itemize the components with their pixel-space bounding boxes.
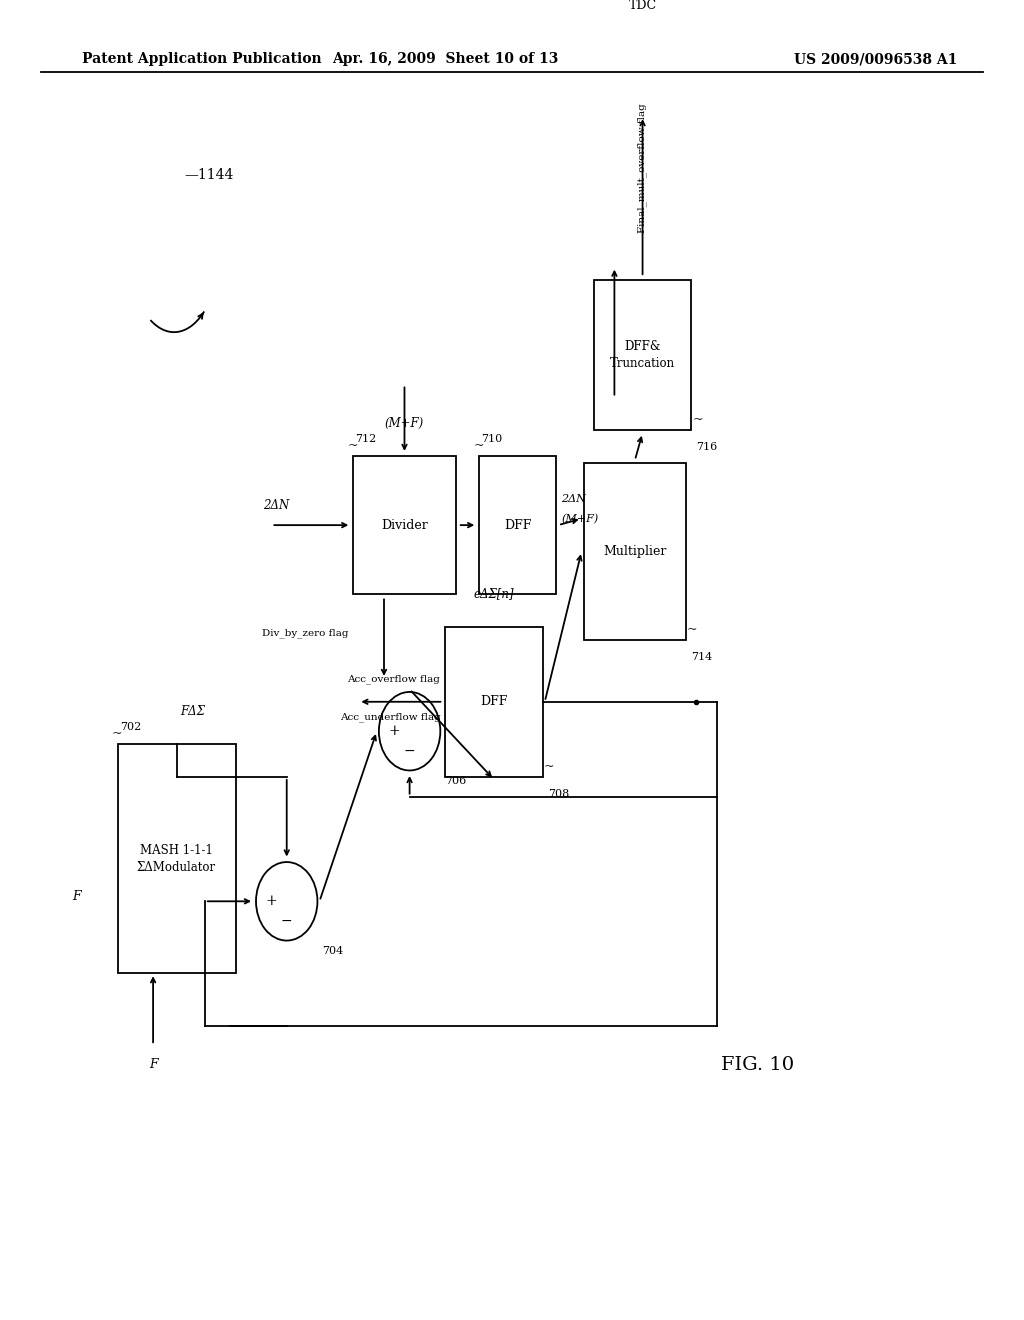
Text: DFF: DFF	[504, 519, 531, 532]
Text: (M+F): (M+F)	[561, 513, 598, 524]
Text: Final_mult_overflow flag: Final_mult_overflow flag	[638, 104, 647, 234]
Text: ~: ~	[687, 623, 697, 636]
Bar	[594, 280, 691, 430]
Text: 714: 714	[691, 652, 713, 661]
Text: 704: 704	[323, 946, 344, 956]
Text: +: +	[388, 725, 400, 738]
Text: FIG. 10: FIG. 10	[721, 1056, 795, 1074]
Text: ~: ~	[474, 440, 484, 453]
Text: TDC: TDC	[629, 0, 656, 12]
Text: 2ΔN: 2ΔN	[263, 499, 290, 512]
Text: +: +	[265, 895, 278, 908]
Text: 710: 710	[481, 434, 503, 445]
Text: 702: 702	[120, 722, 141, 733]
Bar	[445, 627, 543, 777]
Text: F: F	[148, 1059, 158, 1072]
Text: ~: ~	[347, 440, 357, 453]
Bar	[584, 463, 686, 640]
Text: Apr. 16, 2009  Sheet 10 of 13: Apr. 16, 2009 Sheet 10 of 13	[332, 53, 559, 66]
Text: US 2009/0096538 A1: US 2009/0096538 A1	[794, 53, 957, 66]
Text: FΔΣ: FΔΣ	[180, 705, 205, 718]
Text: Div_by_zero flag: Div_by_zero flag	[262, 628, 348, 638]
Bar	[479, 457, 556, 594]
Text: −: −	[281, 913, 293, 928]
Text: MASH 1-1-1
ΣΔModulator: MASH 1-1-1 ΣΔModulator	[137, 843, 216, 874]
Circle shape	[256, 862, 317, 941]
Text: 708: 708	[548, 789, 569, 799]
Text: ~: ~	[544, 760, 554, 774]
Text: 712: 712	[355, 434, 377, 445]
Text: eΔΣ[n]: eΔΣ[n]	[474, 587, 514, 601]
Text: ~: ~	[112, 727, 122, 741]
Text: ~: ~	[692, 413, 702, 426]
Text: (M+F): (M+F)	[385, 417, 424, 430]
Text: F: F	[73, 890, 81, 903]
Bar	[118, 744, 236, 973]
Text: Acc_overflow flag: Acc_overflow flag	[347, 675, 440, 684]
Text: 716: 716	[696, 442, 718, 453]
Text: Acc_underflow flag: Acc_underflow flag	[340, 711, 440, 722]
Text: DFF&
Truncation: DFF& Truncation	[610, 341, 675, 370]
Text: Divider: Divider	[381, 519, 428, 532]
Text: −: −	[403, 744, 416, 758]
Bar	[353, 457, 456, 594]
Text: 706: 706	[445, 776, 467, 785]
Text: DFF: DFF	[480, 696, 508, 709]
Text: Patent Application Publication: Patent Application Publication	[82, 53, 322, 66]
Circle shape	[379, 692, 440, 771]
Text: 2ΔN: 2ΔN	[561, 494, 586, 504]
Text: —1144: —1144	[184, 168, 233, 182]
Text: Multiplier: Multiplier	[603, 545, 667, 558]
